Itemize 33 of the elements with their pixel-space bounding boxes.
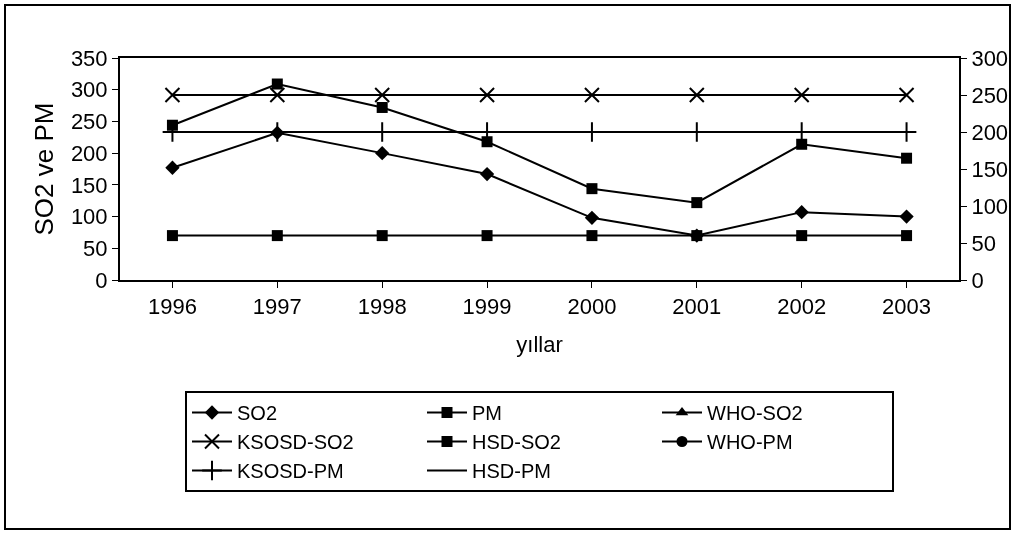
legend-label: HSD-PM (472, 460, 551, 483)
y2-tick-label: 200 (971, 119, 1009, 145)
y-tick-label: 50 (83, 235, 108, 261)
y2-tick-label: 300 (971, 45, 1009, 71)
x-tick-label: 1997 (252, 294, 302, 320)
x-tick-label: 1998 (357, 294, 407, 320)
legend-label: HSD-SO2 (472, 431, 561, 454)
y-tick-label: 100 (70, 204, 108, 230)
y2-tick-label: 0 (971, 267, 984, 293)
y2-tick-label: 250 (971, 82, 1009, 108)
legend-label: PM (472, 402, 502, 425)
x-tick-label: 1996 (147, 294, 197, 320)
legend-label: WHO-PM (707, 431, 793, 454)
x-tick-label: 2002 (777, 294, 827, 320)
y-tick-label: 300 (70, 77, 108, 103)
x-tick-label: 1999 (462, 294, 512, 320)
y-tick-label: 250 (70, 109, 108, 135)
y-tick-label: 350 (70, 45, 108, 71)
legend-label: KSOSD-SO2 (237, 431, 354, 454)
y2-tick-label: 100 (971, 193, 1009, 219)
y2-tick-label: 50 (971, 230, 996, 256)
x-tick-label: 2003 (882, 294, 932, 320)
legend-label: KSOSD-PM (237, 460, 344, 483)
y2-tick-label: 150 (971, 156, 1009, 182)
x-axis-title: yıllar (516, 331, 563, 357)
y-tick-label: 150 (70, 172, 108, 198)
legend-label: SO2 (237, 402, 278, 425)
y-tick-label: 0 (95, 267, 108, 293)
x-tick-label: 2000 (567, 294, 617, 320)
y-tick-label: 200 (70, 140, 108, 166)
y-axis-title: SO2 ve PM (28, 102, 59, 236)
legend-label: WHO-SO2 (707, 402, 803, 425)
x-tick-label: 2001 (672, 294, 722, 320)
